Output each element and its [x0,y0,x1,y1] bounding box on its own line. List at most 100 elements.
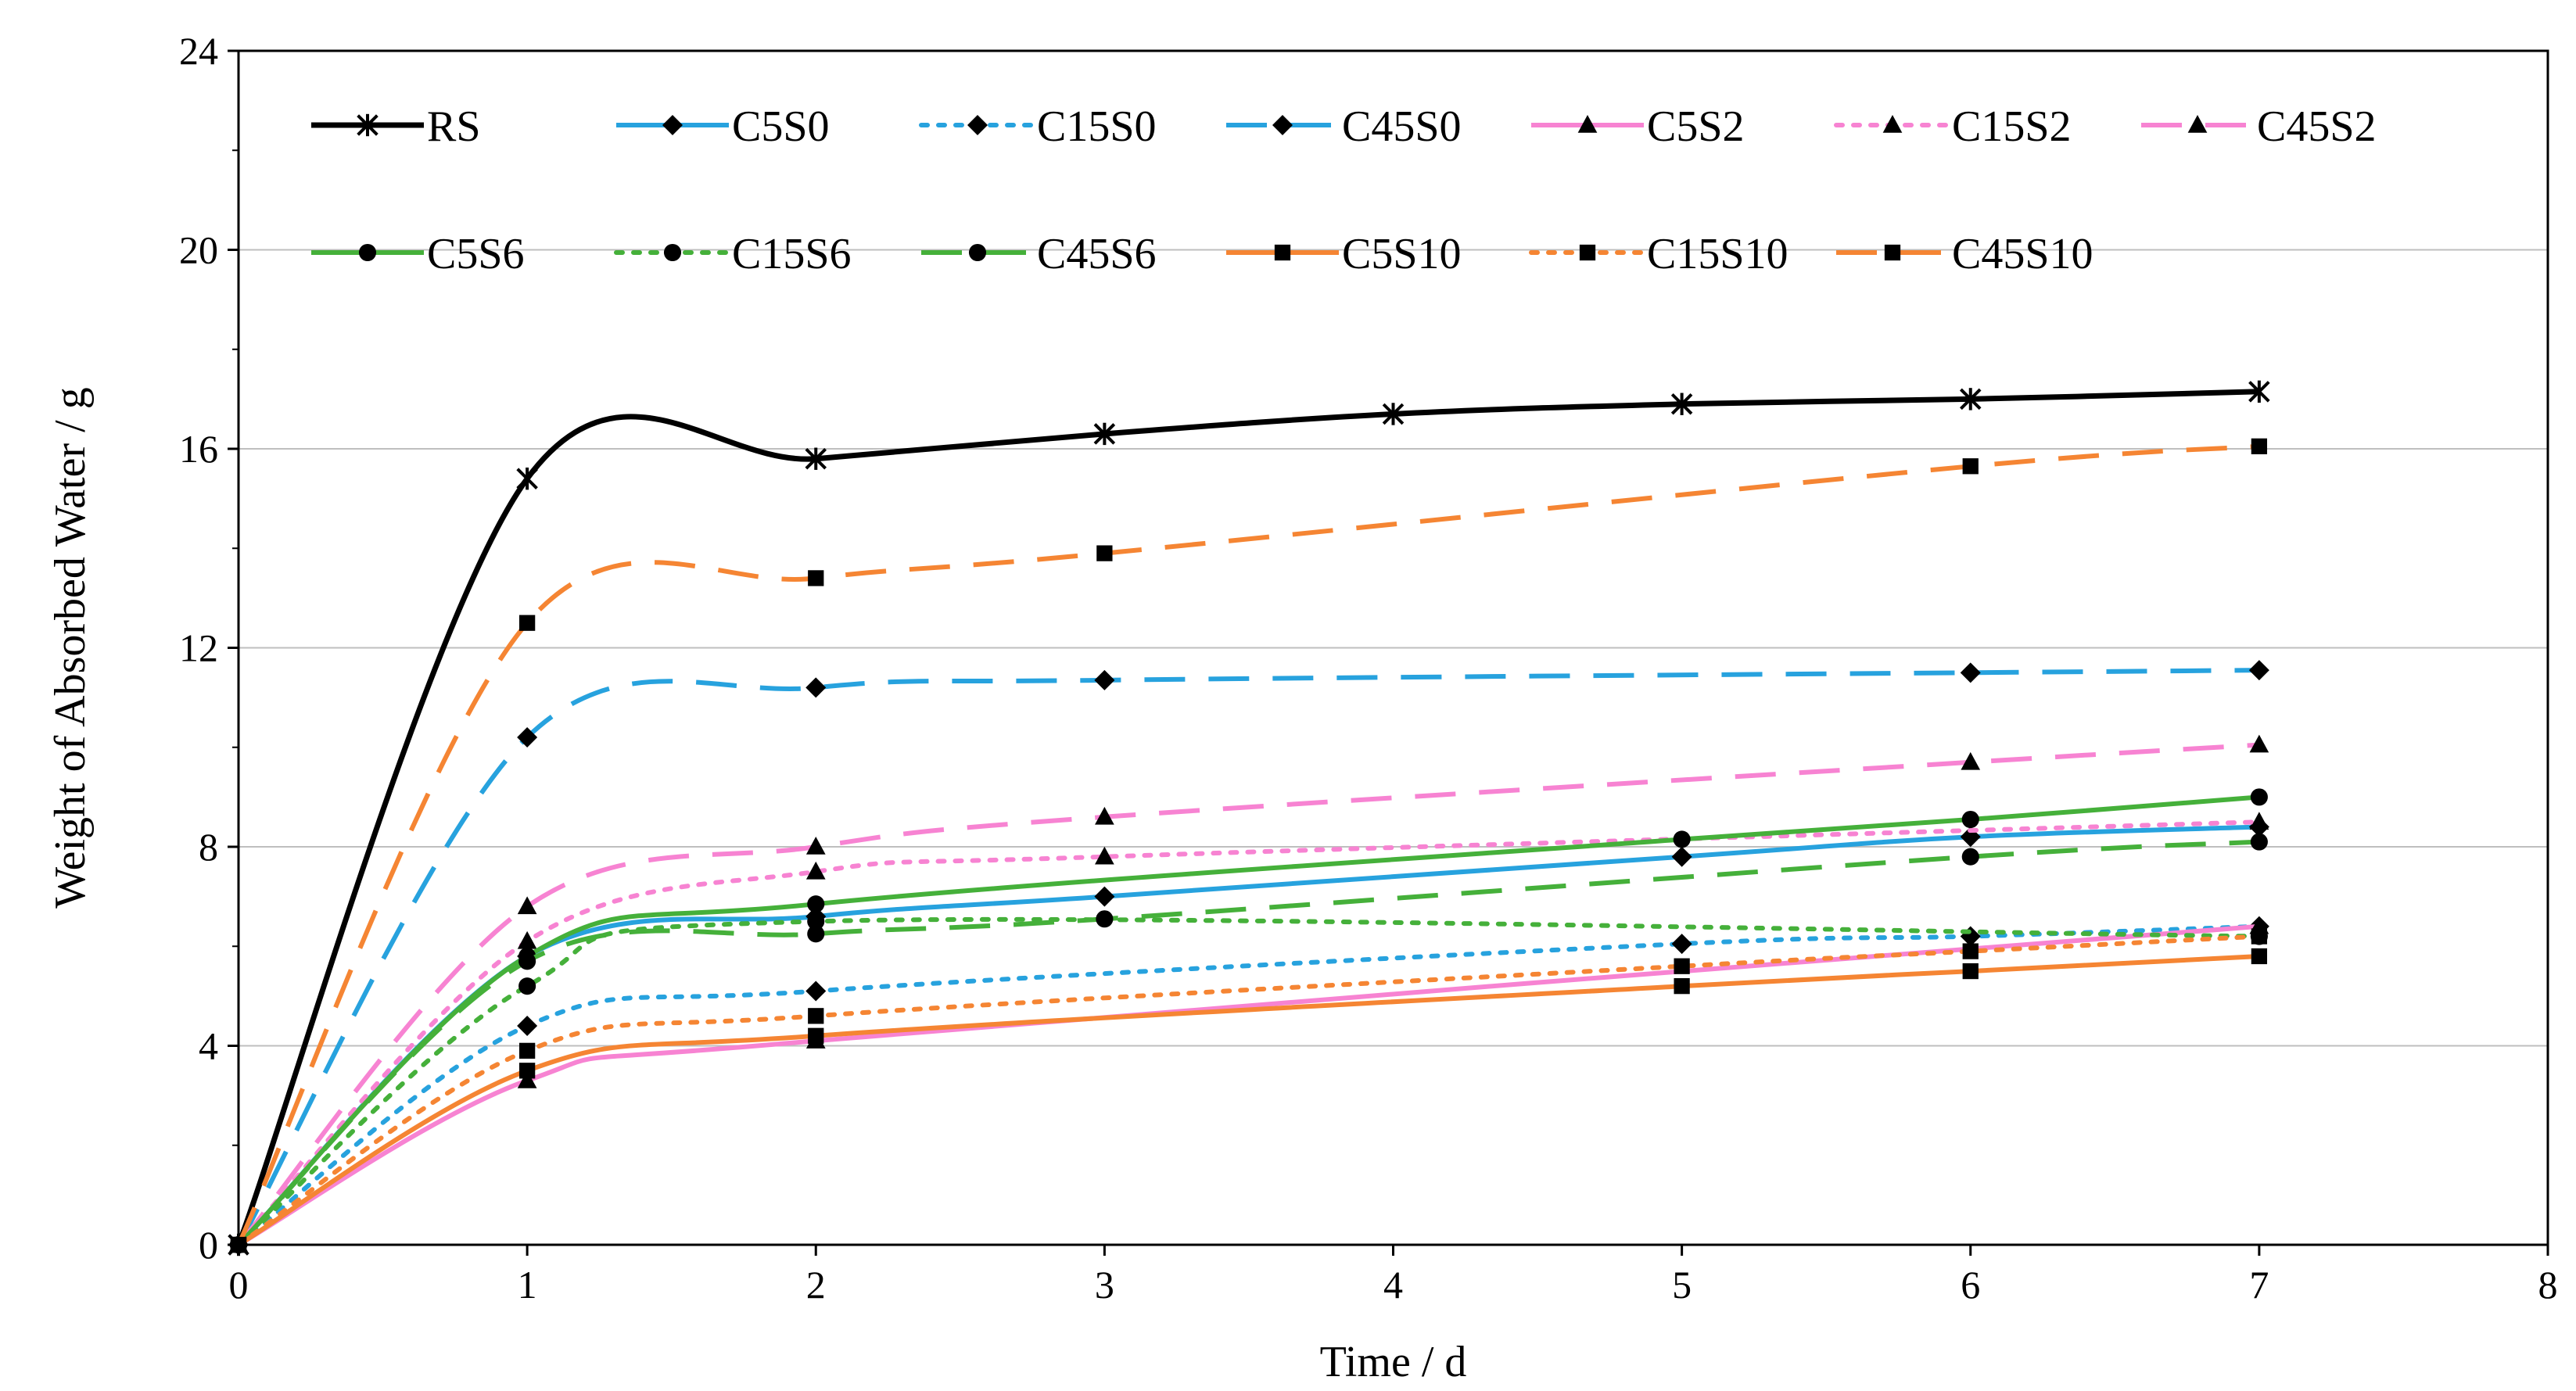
series-line [236,668,2259,1246]
legend-marker [1274,244,1291,261]
data-point [517,1016,538,1037]
x-tick-label: 3 [1095,1263,1114,1307]
legend-label: C15S6 [732,230,852,278]
legend-marker [357,113,379,137]
data-point [1962,943,1979,959]
legend-marker [2187,115,2208,133]
data-point [1962,963,1979,980]
series-line [236,819,2262,1247]
legend-item-c5s0: C5S0 [616,102,830,151]
data-point [2250,833,2268,851]
y-tick-label: 24 [179,29,218,73]
series-line [236,934,2262,1247]
data-point [808,1008,824,1024]
series-layer [228,380,2270,1257]
x-tick-label: 8 [2538,1263,2558,1307]
legend-item-c15s2: C15S2 [1834,102,2072,151]
x-tick-label: 4 [1383,1263,1403,1307]
data-point [2250,788,2268,806]
data-point [1959,388,1982,410]
data-point [2251,948,2268,965]
y-tick-label: 0 [199,1223,218,1267]
data-point [2249,812,2269,830]
data-point [2248,380,2270,403]
data-point [518,952,536,970]
legend-marker [1579,244,1596,261]
data-point [808,570,824,586]
data-point [517,930,537,949]
data-point [1670,393,1693,415]
data-point [1093,422,1116,446]
y-tick-label: 16 [179,427,218,471]
x-tick-label: 0 [229,1263,249,1307]
x-tick-label: 7 [2249,1263,2269,1307]
data-point [2251,928,2268,945]
data-point [1671,934,1692,955]
legend-item-c5s6: C5S6 [311,230,525,278]
legend-item-c45s10: C45S10 [1836,230,2093,278]
y-tick-label: 4 [199,1024,218,1068]
legend-item-c45s0: C45S0 [1226,102,1462,151]
legend-marker [663,243,682,262]
legend-item-c5s10: C5S10 [1226,230,1462,278]
data-point [1671,846,1692,867]
data-point [1674,958,1690,974]
gridlines [239,249,2548,1047]
legend-label: C45S2 [2257,102,2377,151]
data-point [805,677,827,698]
legend-label: C45S6 [1037,230,1157,278]
legend-label: C5S2 [1647,102,1745,151]
data-point [1674,978,1690,995]
legend: RS C5S0 C15S0 C45S0 C5S2 C15S2 C45S2 C5S6 C15S6 C… [311,102,2377,278]
legend-marker [1577,115,1598,133]
x-tick-label: 5 [1672,1263,1692,1307]
data-point [518,1063,536,1079]
legend-item-c15s10: C15S10 [1529,230,1788,278]
data-point [518,977,536,995]
data-point [1673,830,1691,848]
data-point [2249,734,2269,753]
legend-label: C15S0 [1037,102,1157,151]
legend-label: C15S10 [1647,230,1788,278]
data-point [807,912,825,930]
legend-label: C5S6 [427,230,525,278]
legend-marker [968,243,987,262]
legend-label: C45S0 [1342,102,1462,151]
data-point [807,925,825,943]
legend-marker [1882,115,1903,133]
data-point [808,1027,824,1044]
data-point [1961,810,1979,829]
y-tick-label: 8 [199,825,218,869]
legend-label: C15S2 [1952,102,2072,151]
data-point [807,895,825,913]
y-axis-title: Weight of Absorbed Water / g [46,387,95,908]
legend-marker [1884,244,1901,261]
legend-label: C45S10 [1952,230,2093,278]
series-c45s10 [230,438,2268,1253]
legend-marker [967,115,988,135]
data-point [1960,662,1981,683]
series-rs [228,380,2270,1257]
legend-label: C5S0 [732,102,830,151]
data-point [1961,751,1981,770]
series-line [236,839,2260,1247]
legend-item-c45s6: C45S6 [921,230,1157,278]
series-c15s10 [230,928,2268,1253]
legend-item-c45s2: C45S2 [2141,102,2377,151]
data-point [1095,806,1114,825]
series-line [235,389,2259,1246]
legend-item-c5s2: C5S2 [1531,102,1745,151]
data-point [1096,910,1114,928]
data-point [2251,438,2268,454]
y-tick-label: 20 [179,228,218,272]
data-point [805,861,826,880]
data-point [1094,886,1115,907]
data-point [805,837,826,855]
legend-label: C5S10 [1342,230,1462,278]
legend-item-rs: RS [311,102,481,151]
series-line [236,916,2262,1247]
series-line [236,742,2260,1246]
legend-label: RS [427,102,481,151]
